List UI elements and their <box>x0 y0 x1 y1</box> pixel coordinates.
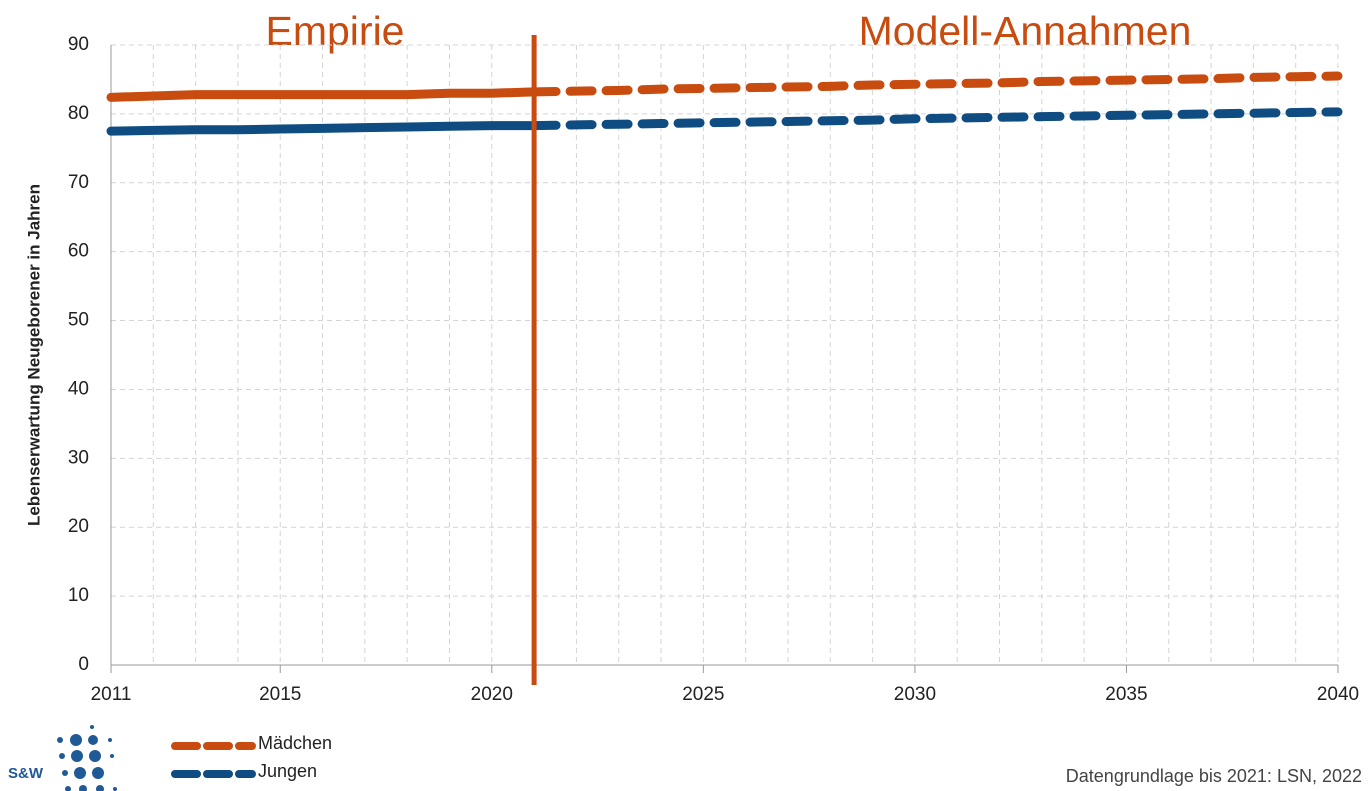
x-tick-label: 2035 <box>1105 684 1147 705</box>
logo-text: S&W <box>8 765 44 782</box>
source-note: Datengrundlage bis 2021: LSN, 2022 <box>1066 766 1362 786</box>
x-tick-label: 2040 <box>1317 684 1359 705</box>
y-tick-label: 80 <box>68 103 89 124</box>
projection-line <box>529 107 1343 131</box>
projection-line <box>529 71 1343 97</box>
y-tick-label: 10 <box>68 585 89 606</box>
observed-line <box>106 121 539 136</box>
legend-label: Mädchen <box>258 733 332 753</box>
x-tick-label: 2025 <box>682 684 724 705</box>
y-axis-label: Lebenserwartung Neugeborener in Jahren <box>24 184 43 526</box>
x-tick-label: 2011 <box>91 684 132 705</box>
y-tick-label: 90 <box>68 34 89 55</box>
observed-line <box>106 87 539 102</box>
legend-label: Jungen <box>258 761 317 781</box>
y-tick-label: 60 <box>68 241 89 262</box>
x-tick-label: 2020 <box>471 684 513 705</box>
annotation: Empirie <box>266 8 405 54</box>
y-tick-label: 0 <box>78 654 89 675</box>
logo: S&W <box>8 725 117 791</box>
x-tick-label: 2030 <box>894 684 936 705</box>
x-tick-label: 2015 <box>259 684 301 705</box>
y-tick-label: 50 <box>68 310 89 331</box>
annotation: Modell-Annahmen <box>859 8 1192 54</box>
y-tick-label: 20 <box>68 516 89 537</box>
y-tick-label: 70 <box>68 172 89 193</box>
y-tick-label: 30 <box>68 447 89 468</box>
y-tick-label: 40 <box>68 378 89 399</box>
